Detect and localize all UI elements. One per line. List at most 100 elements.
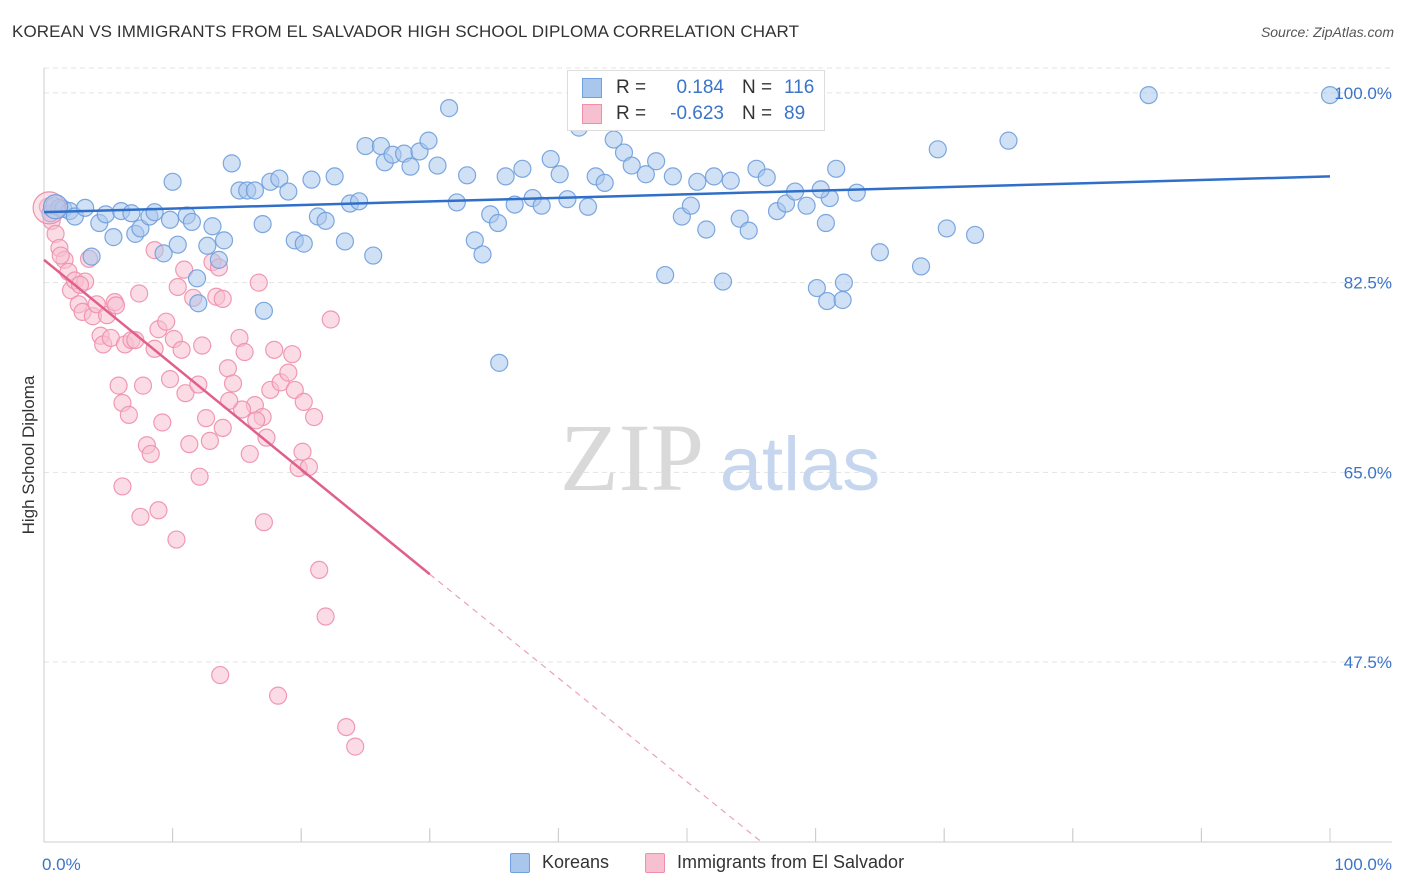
legend-n-value: 116 xyxy=(784,77,815,98)
korean-point xyxy=(154,244,173,263)
legend-n-label: N = xyxy=(742,103,773,124)
salvador-point xyxy=(133,376,153,395)
legend-row-salvador: R = -0.623 N = 89 xyxy=(582,103,818,125)
salvador-point xyxy=(299,457,319,477)
korean-point xyxy=(834,273,853,292)
legend-n-value: 89 xyxy=(784,103,806,124)
salvador-point xyxy=(337,717,356,737)
salvador-point xyxy=(247,411,266,430)
salvador-point xyxy=(51,246,70,265)
korean-point xyxy=(457,166,477,185)
korean-point xyxy=(294,234,313,253)
salvador-point xyxy=(257,428,276,447)
korean-point xyxy=(302,170,321,189)
korean-point xyxy=(578,197,598,216)
salvador-point xyxy=(180,435,199,454)
korean-point xyxy=(245,181,265,200)
korean-point xyxy=(1320,86,1340,105)
korean-point xyxy=(254,301,274,320)
korean-point xyxy=(833,290,852,310)
korean-point xyxy=(847,183,866,202)
korean-point xyxy=(42,194,69,220)
korean-point xyxy=(465,231,484,250)
korean-point xyxy=(439,99,459,118)
series-legend: Koreans Immigrants from El Salvador xyxy=(0,852,1406,876)
salvador-point xyxy=(268,686,288,705)
korean-point xyxy=(681,196,700,215)
salvador-point xyxy=(106,296,126,315)
salvador-point xyxy=(70,275,90,294)
korean-point xyxy=(335,232,355,251)
korean-point xyxy=(636,165,655,184)
legend-r-value: 0.184 xyxy=(676,77,724,98)
y-tick-label: 82.5% xyxy=(1344,274,1392,293)
watermark-atlas: atlas xyxy=(720,422,881,507)
korean-point xyxy=(76,198,95,217)
korean-point xyxy=(713,272,733,291)
korean-point xyxy=(214,231,234,250)
salvador-point xyxy=(200,431,219,451)
watermark: ZIP atlas xyxy=(560,404,880,511)
salvador-point xyxy=(240,444,259,464)
korean-point xyxy=(160,210,180,229)
series-label-koreans: Koreans xyxy=(542,852,610,872)
korean-point xyxy=(721,171,740,190)
salvador-point xyxy=(157,312,176,331)
korean-point xyxy=(198,236,217,255)
korean-point xyxy=(663,167,682,186)
legend-swatch-koreans xyxy=(582,78,602,98)
series-legend-koreans[interactable]: Koreans xyxy=(510,852,609,873)
korean-point xyxy=(558,190,577,209)
korean-point xyxy=(816,213,835,233)
salvador-point xyxy=(213,289,232,308)
axes-layer xyxy=(43,68,1392,843)
korean-point xyxy=(349,192,369,211)
salvador-point xyxy=(141,444,160,464)
korean-point xyxy=(428,156,447,175)
legend-row-koreans: R = 0.184 N = 116 xyxy=(582,77,818,99)
korean-point xyxy=(1139,86,1158,105)
salvador-point xyxy=(213,418,232,437)
y-tick-label: 100.0% xyxy=(1334,84,1392,103)
korean-point xyxy=(189,294,208,313)
salvador-point xyxy=(249,273,268,292)
korean-point xyxy=(168,235,187,254)
salvador-point xyxy=(232,400,252,419)
korean-point xyxy=(870,243,890,262)
salvador-point xyxy=(293,442,312,461)
stats-legend: R = 0.184 N = 116 R = -0.623 N = 89 xyxy=(567,70,825,131)
salvador-point xyxy=(218,359,237,378)
korean-trend-line xyxy=(43,175,1331,214)
legend-r-value: -0.623 xyxy=(670,103,724,124)
korean-point xyxy=(541,149,560,169)
korean-point xyxy=(104,228,123,247)
salvador-point xyxy=(172,340,191,359)
korean-point xyxy=(965,225,985,245)
korean-point xyxy=(928,140,947,159)
salvador-point xyxy=(193,336,212,355)
korean-point xyxy=(697,220,716,239)
salvador-point xyxy=(294,392,313,411)
salvador-point xyxy=(316,607,335,626)
salvador-point xyxy=(167,530,186,549)
salvador-point xyxy=(168,277,187,297)
salvador-point xyxy=(130,284,149,303)
salvador-point xyxy=(190,467,209,486)
korean-point xyxy=(827,159,846,178)
salvador-point xyxy=(176,384,195,403)
korean-point xyxy=(496,167,515,186)
series-legend-salvador[interactable]: Immigrants from El Salvador xyxy=(645,852,904,873)
labels-layer: 47.5% 65.0% 82.5% 100.0% 0.0% 100.0% xyxy=(42,84,1392,874)
korean-point xyxy=(488,213,508,233)
y-axis-label: High School Diploma xyxy=(19,375,38,534)
korean-point xyxy=(688,172,707,191)
legend-n-label: N = xyxy=(742,77,773,98)
korean-point xyxy=(316,211,335,230)
korean-point xyxy=(622,156,641,175)
y-tick-label: 47.5% xyxy=(1344,653,1392,672)
x-tick-label: 100.0% xyxy=(1334,855,1392,874)
salvador-point xyxy=(304,407,324,427)
salvador-point xyxy=(113,477,132,496)
y-tick-label: 65.0% xyxy=(1344,463,1392,482)
